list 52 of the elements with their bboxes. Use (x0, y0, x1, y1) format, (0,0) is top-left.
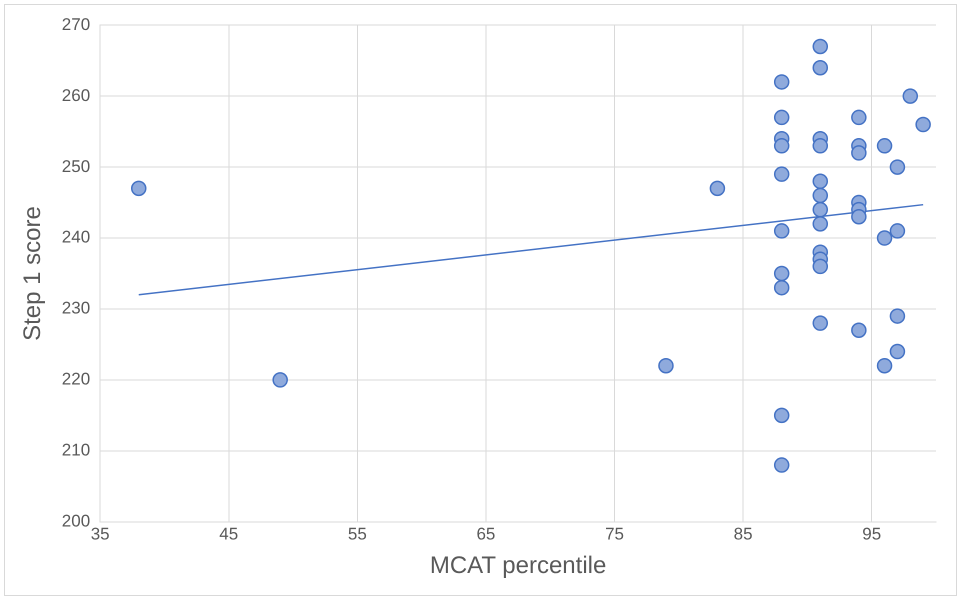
point (812, 60, 828, 76)
point (774, 166, 790, 182)
point (890, 159, 906, 175)
y-axis-title: Step 1 score (19, 206, 46, 341)
point (774, 138, 790, 154)
x-axis-title: MCAT percentile (430, 552, 606, 580)
point (851, 145, 867, 161)
point (890, 223, 906, 239)
y-tick-label: 200 (62, 511, 90, 530)
point (812, 188, 828, 204)
y-tick-label: 270 (62, 14, 90, 34)
point (774, 74, 790, 90)
y-tick-label: 250 (62, 156, 90, 176)
y-tick-label: 210 (62, 440, 90, 460)
x-tick-label: 75 (605, 524, 624, 544)
point (851, 322, 867, 338)
y-tick-label: 220 (62, 370, 90, 389)
y-tick-label: 240 (62, 228, 90, 247)
point (658, 358, 674, 374)
x-tick-label: 35 (90, 524, 110, 544)
x-tick-label: 95 (862, 524, 882, 544)
point (812, 202, 828, 218)
point (774, 266, 790, 282)
point (774, 110, 790, 126)
point (774, 408, 790, 424)
point (902, 88, 918, 104)
point (272, 372, 288, 388)
point (812, 38, 828, 54)
point (915, 116, 931, 132)
point (851, 110, 867, 126)
point (851, 208, 867, 224)
point (876, 138, 892, 154)
x-tick-label: 55 (348, 524, 367, 544)
point (812, 216, 828, 232)
point (774, 223, 790, 239)
point (876, 358, 892, 374)
point (812, 315, 828, 331)
point (710, 180, 726, 196)
point (890, 344, 906, 360)
x-tick-label: 65 (476, 524, 496, 544)
point (890, 308, 906, 324)
point (812, 174, 828, 190)
point (812, 258, 828, 274)
x-tick-label: 85 (734, 524, 753, 544)
point (774, 457, 790, 473)
point (130, 180, 146, 196)
point (876, 230, 892, 246)
y-tick-label: 260 (62, 86, 90, 105)
point (774, 280, 790, 296)
x-tick-label: 45 (219, 524, 238, 544)
point (812, 138, 828, 154)
y-tick-label: 230 (62, 298, 90, 318)
